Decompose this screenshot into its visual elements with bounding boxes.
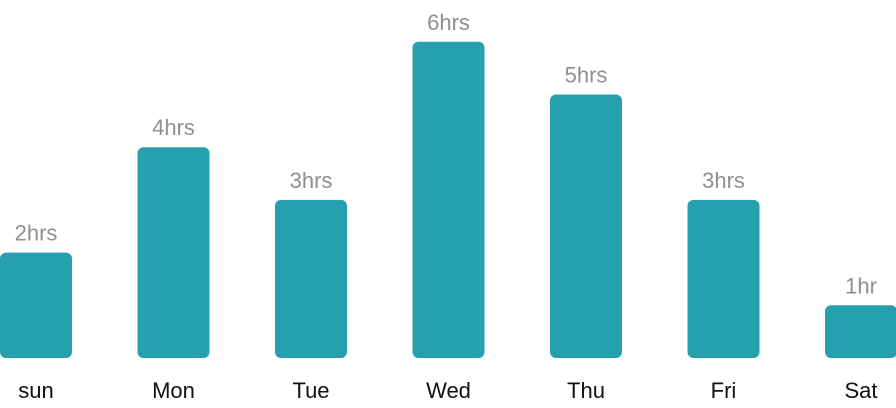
bar-thu bbox=[550, 94, 622, 358]
bar-tue bbox=[275, 199, 347, 358]
category-label-tue: Tue bbox=[292, 378, 329, 403]
category-label-mon: Mon bbox=[152, 378, 195, 403]
value-label-sat: 1hr bbox=[845, 273, 877, 298]
value-label-mon: 4hrs bbox=[152, 115, 195, 140]
bars-layer bbox=[0, 41, 896, 359]
bar-wed bbox=[412, 41, 485, 359]
category-label-sun: sun bbox=[18, 378, 53, 403]
category-labels-layer: sun Mon Tue Wed Thu Fri Sat bbox=[18, 378, 877, 403]
value-label-tue: 3hrs bbox=[290, 168, 333, 193]
value-label-sun: 2hrs bbox=[15, 221, 58, 246]
value-labels-layer: 2hrs 4hrs 3hrs 6hrs 5hrs 3hrs 1hr bbox=[15, 10, 877, 298]
value-label-thu: 5hrs bbox=[565, 63, 608, 88]
value-label-wed: 6hrs bbox=[427, 10, 470, 35]
category-label-fri: Fri bbox=[711, 378, 737, 403]
bar-sat bbox=[825, 305, 896, 358]
category-label-sat: Sat bbox=[844, 378, 877, 403]
bar-fri bbox=[687, 199, 760, 358]
value-label-fri: 3hrs bbox=[702, 168, 745, 193]
bar-sun bbox=[0, 252, 72, 358]
category-label-thu: Thu bbox=[567, 378, 605, 403]
category-label-wed: Wed bbox=[426, 378, 471, 403]
bar-mon bbox=[137, 147, 210, 358]
